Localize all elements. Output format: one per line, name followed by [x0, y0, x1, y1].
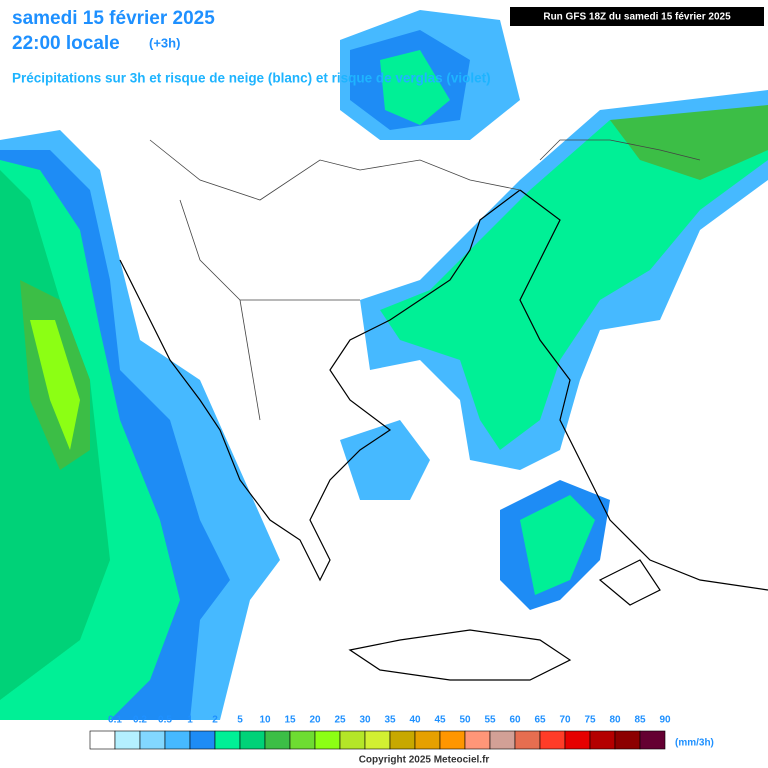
legend-label: 0.5 [158, 715, 172, 726]
legend-label: 60 [509, 715, 521, 726]
legend-label: 5 [237, 715, 243, 726]
legend-label: 65 [534, 715, 546, 726]
legend-label: 45 [434, 715, 446, 726]
legend-label: 85 [634, 715, 646, 726]
legend-swatch [339, 730, 366, 750]
legend-swatch [189, 730, 216, 750]
legend-label: 10 [259, 715, 271, 726]
legend-swatch [239, 730, 266, 750]
run-label: Run GFS 18Z du samedi 15 février 2025 [543, 12, 731, 23]
legend-swatch [614, 730, 641, 750]
legend-swatch [639, 730, 666, 750]
time: 22:00 locale [12, 33, 120, 54]
coastlines [119, 139, 768, 681]
legend-unit: (mm/3h) [675, 738, 714, 749]
legend-swatch [539, 730, 566, 750]
legend-label: 35 [384, 715, 396, 726]
legend-swatch [89, 730, 116, 750]
legend-label: 0.2 [133, 715, 147, 726]
legend-label: 0.1 [108, 715, 122, 726]
legend-label: 2 [212, 715, 218, 726]
legend-label: 40 [409, 715, 421, 726]
legend-label: 1 [187, 715, 193, 726]
run-box [510, 7, 764, 26]
legend-swatch [389, 730, 416, 750]
legend-label: 20 [309, 715, 321, 726]
legend-swatch [589, 730, 616, 750]
legend-swatch [364, 730, 391, 750]
legend-swatch [439, 730, 466, 750]
legend-swatch [314, 730, 341, 750]
precipitation [0, 10, 768, 720]
legend-swatch [564, 730, 591, 750]
subtitle: Précipitations sur 3h et risque de neige… [12, 71, 491, 86]
legend-label: 75 [584, 715, 596, 726]
title: samedi 15 février 2025 [12, 8, 215, 29]
legend-swatch [514, 730, 541, 750]
legend-swatch [289, 730, 316, 750]
legend-label: 25 [334, 715, 346, 726]
legend-swatch [114, 730, 141, 750]
legend-label: 30 [359, 715, 371, 726]
legend-label: 15 [284, 715, 296, 726]
legend-swatch [214, 730, 241, 750]
copyright: Copyright 2025 Meteociel.fr [359, 755, 490, 766]
legend-label: 80 [609, 715, 621, 726]
legend: 0.1 0.2 0.5 1 2 5 10 15 20 25 30 35 40 45 50 55 60 65 70 75… [89, 715, 671, 750]
legend-swatch [139, 730, 166, 750]
legend-label: 55 [484, 715, 496, 726]
legend-swatch [264, 730, 291, 750]
legend-label: 50 [459, 715, 471, 726]
offset: (+3h) [149, 35, 180, 50]
legend-swatch [414, 730, 441, 750]
legend-label: 90 [659, 715, 671, 726]
legend-swatch [164, 730, 191, 750]
legend-label: 70 [559, 715, 571, 726]
legend-swatch [464, 730, 491, 750]
legend-swatch [489, 730, 516, 750]
